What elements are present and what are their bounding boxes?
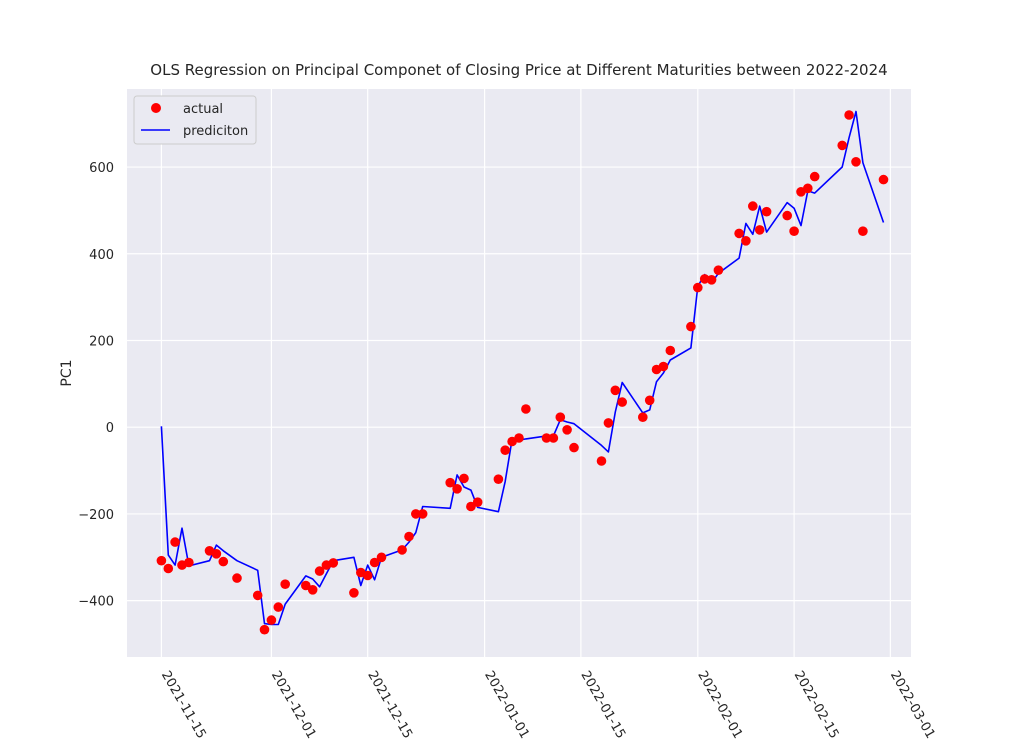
actual-point [280,579,291,589]
actual-point [803,183,813,194]
actual-point [748,201,758,211]
actual-point [644,395,655,406]
actual-point [500,445,511,456]
actual-point [472,497,483,508]
actual-point [514,433,524,443]
actual-points-layer [156,110,889,635]
x-tick-label: 2022-03-01 [887,669,938,739]
actual-point [761,206,772,217]
legend-prediction-label: prediciton [183,124,248,139]
y-tick-label: 0 [106,421,114,436]
actual-point [259,624,270,635]
actual-point [837,140,847,151]
actual-point [301,580,311,591]
actual-point [734,228,744,239]
actual-point [844,110,854,120]
actual-point [266,615,277,625]
actual-point [617,397,627,407]
actual-point [156,555,167,566]
actual-point [273,602,284,612]
actual-point [170,537,180,547]
x-tick-label: 2021-12-15 [364,669,415,739]
actual-point [741,236,751,246]
actual-point [548,433,559,443]
actual-point [307,585,318,595]
actual-point [706,275,717,285]
actual-point [349,588,359,598]
actual-point [555,412,566,423]
actual-point [328,558,339,568]
x-tick-label: 2022-02-01 [694,669,745,739]
actual-point [610,385,621,396]
x-tick-label: 2021-11-15 [158,669,209,739]
actual-point [809,171,820,182]
actual-point [665,345,676,356]
legend: actual prediciton [133,95,257,145]
plot-area [127,89,911,657]
x-tick-label: 2022-02-15 [791,669,842,739]
actual-point [603,418,614,428]
x-tick-labels: 2021-11-15 2021-12-01 2021-12-15 2022-01-01… [158,669,938,739]
actual-point [541,433,552,443]
actual-point [376,552,387,563]
actual-point [713,265,724,276]
legend-box [133,95,257,145]
actual-point [858,226,868,236]
legend-actual-label: actual [183,102,223,117]
y-tick-label: 200 [89,334,114,349]
actual-point [782,210,792,221]
actual-point [878,174,889,185]
actual-point [404,531,414,542]
actual-point [369,557,380,568]
actual-point [459,473,469,484]
actual-point [569,442,579,453]
actual-point [693,282,703,293]
actual-point [411,509,421,519]
actual-point [789,226,799,236]
actual-point [596,456,607,466]
actual-point [211,549,222,559]
actual-point [445,477,456,488]
y-tick-label: −200 [78,508,114,523]
y-axis-label: PC1 [59,359,75,386]
actual-point [417,509,428,519]
actual-point [452,484,462,494]
y-tick-label: 400 [89,248,114,263]
grid [127,89,911,657]
actual-point [184,557,194,568]
actual-point [754,225,765,235]
actual-point [362,570,373,581]
actual-point [397,545,407,555]
y-tick-label: 600 [89,161,114,176]
actual-point [521,404,531,414]
y-tick-label: −400 [78,595,114,610]
actual-point [493,474,504,485]
y-tick-labels: −400 −200 0 200 400 600 [78,161,114,610]
x-tick-label: 2021-12-01 [268,669,319,739]
actual-point [232,573,242,583]
actual-point [314,566,325,576]
actual-point [562,425,572,435]
x-tick-label: 2022-01-01 [481,669,532,739]
actual-point [252,590,263,601]
legend-actual-marker [151,103,161,113]
actual-point [638,412,648,423]
chart-title: OLS Regression on Principal Componet of … [150,61,887,79]
x-tick-label: 2022-01-15 [577,669,628,739]
actual-point [851,157,861,167]
actual-point [658,361,669,372]
actual-point [163,563,174,574]
actual-point [218,556,229,567]
actual-point [686,321,696,332]
